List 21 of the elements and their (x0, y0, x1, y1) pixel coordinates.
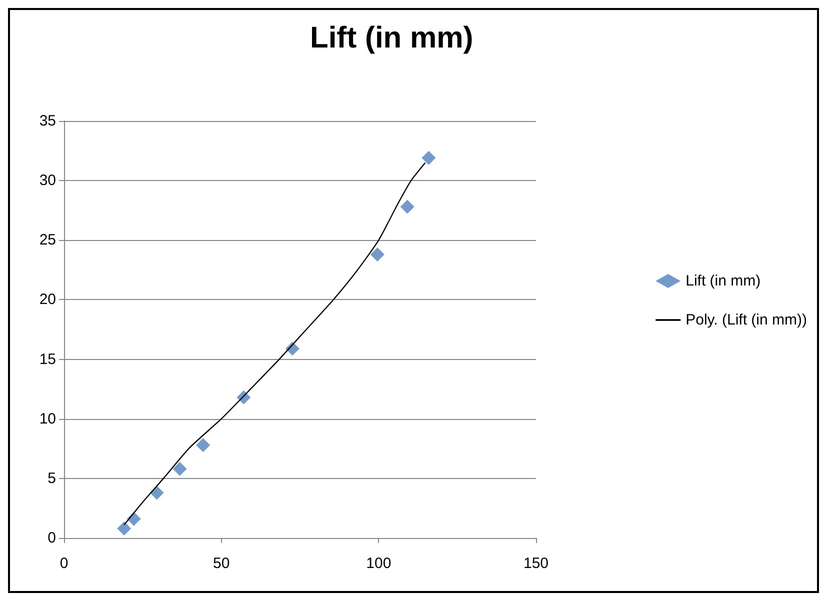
x-tick-label: 50 (212, 555, 230, 572)
y-tick-label: 30 (39, 172, 56, 190)
legend-label: Poly. (Lift (in mm)) (686, 312, 808, 328)
y-tick-label: 0 (48, 530, 56, 546)
y-tick-label: 25 (39, 232, 56, 249)
legend-label: Lift (in mm) (686, 272, 761, 290)
y-tick-label: 15 (39, 350, 56, 368)
point (422, 150, 436, 165)
point (370, 247, 384, 262)
y-tick-label: 5 (48, 470, 56, 487)
point (117, 521, 132, 536)
y-tick-label: 35 (39, 112, 56, 130)
y-tick-label: 20 (39, 291, 56, 308)
x-tick-label: 150 (523, 555, 549, 572)
point (172, 462, 187, 476)
point (196, 438, 210, 452)
x-tick-label: 0 (60, 555, 68, 572)
chart-title: Lift (in mm) (310, 22, 474, 54)
point (400, 200, 414, 214)
x-tick-label: 100 (366, 555, 392, 572)
y-tick-label: 10 (39, 410, 56, 428)
